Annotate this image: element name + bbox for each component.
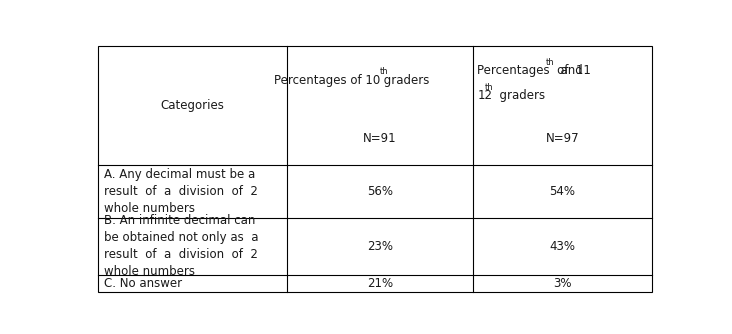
Text: graders: graders bbox=[492, 89, 545, 102]
Text: Categories: Categories bbox=[161, 99, 225, 112]
Text: 43%: 43% bbox=[549, 240, 575, 253]
Text: Percentages  of  11: Percentages of 11 bbox=[477, 64, 591, 77]
Text: 56%: 56% bbox=[367, 185, 393, 198]
Text: th: th bbox=[380, 67, 389, 76]
Text: A. Any decimal must be a
result  of  a  division  of  2
whole numbers: A. Any decimal must be a result of a div… bbox=[104, 168, 258, 215]
Text: B. An infinite decimal can
be obtained not only as  a
result  of  a  division  o: B. An infinite decimal can be obtained n… bbox=[104, 214, 258, 279]
Text: th: th bbox=[546, 57, 555, 66]
Text: N=97: N=97 bbox=[545, 132, 579, 145]
Text: 23%: 23% bbox=[367, 240, 393, 253]
Text: 12: 12 bbox=[477, 89, 492, 102]
Text: 21%: 21% bbox=[367, 277, 393, 290]
Text: C. No answer: C. No answer bbox=[104, 277, 182, 290]
Text: and: and bbox=[553, 64, 583, 77]
Text: Percentages of 10: Percentages of 10 bbox=[274, 74, 380, 87]
Text: N=91: N=91 bbox=[363, 132, 397, 145]
Text: 54%: 54% bbox=[549, 185, 575, 198]
Text: th: th bbox=[485, 82, 493, 92]
Text: 3%: 3% bbox=[553, 277, 572, 290]
Text: graders: graders bbox=[380, 74, 430, 87]
